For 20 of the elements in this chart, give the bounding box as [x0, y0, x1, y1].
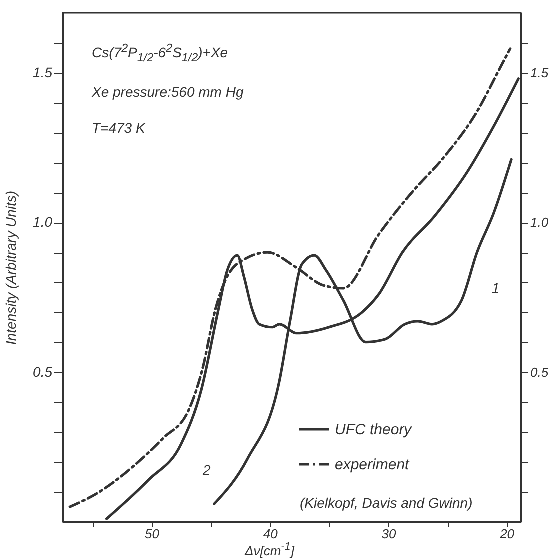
x-tick-label: 50 — [145, 526, 160, 542]
x-tick-label: 40 — [263, 526, 279, 542]
x-tick-label: 20 — [499, 526, 516, 542]
annotation: (Kielkopf, Davis and Gwinn) — [300, 495, 473, 511]
legend-label: UFC theory — [335, 422, 414, 438]
annotation: 1 — [492, 280, 500, 296]
x-tick-label: 30 — [382, 526, 397, 542]
x-axis-title: Δν[cm$^{-1}$] — [245, 541, 294, 558]
y2-tick-label: 0.5 — [530, 364, 550, 380]
y-axis-title: Intensity (Arbitrary Units) — [3, 190, 20, 346]
y2-tick-label: 1.0 — [530, 215, 550, 230]
legend-label: experiment — [335, 456, 410, 474]
y2-tick-label: 1.5 — [530, 65, 550, 80]
y-tick-label: 1.0 — [33, 214, 53, 230]
annotation: T=473 K — [92, 120, 146, 136]
y-tick-label: 1.5 — [33, 64, 53, 80]
text: 2 — [203, 462, 211, 478]
annotation: Xe pressure:560 mm Hg — [92, 84, 244, 100]
annotation: 2 — [122, 42, 128, 55]
y-tick-label: 0.5 — [33, 364, 53, 380]
